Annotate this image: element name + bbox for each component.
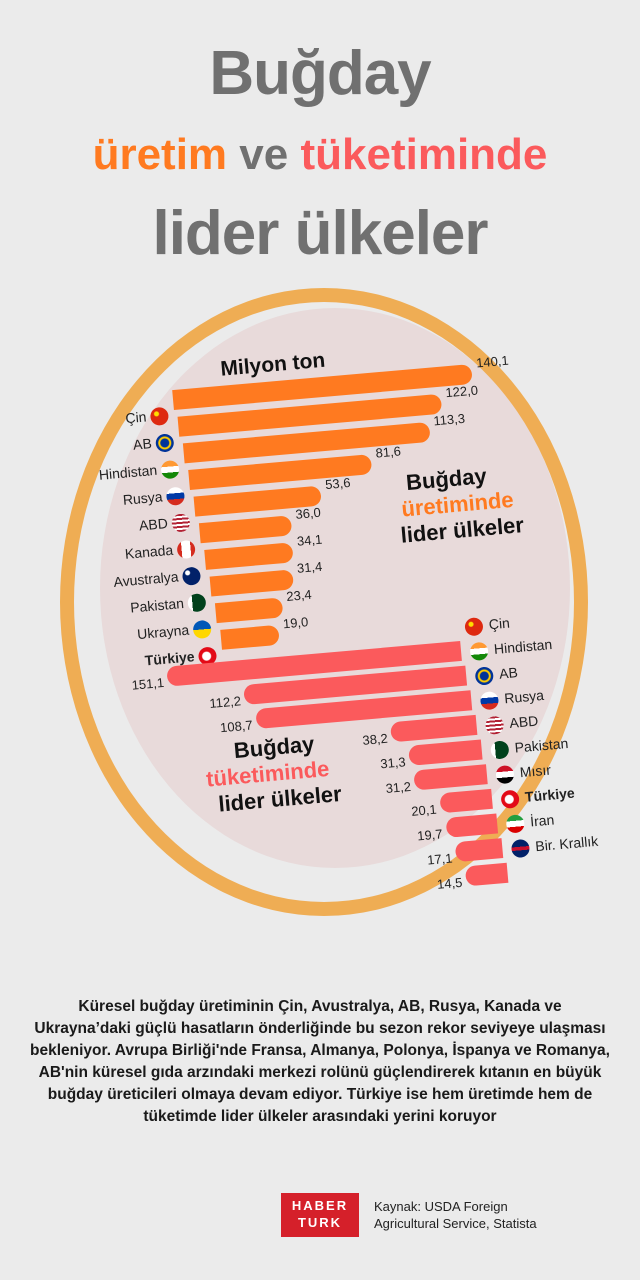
production-country-label: Rusya bbox=[122, 488, 164, 508]
consumption-value: 31,2 bbox=[385, 778, 412, 797]
production-country-label: Kanada bbox=[124, 541, 174, 562]
consumption-country-label: Bir. Krallık bbox=[534, 832, 599, 855]
russia-flag-icon bbox=[479, 690, 500, 711]
turkey-flag-icon bbox=[500, 789, 520, 809]
logo-line-1: HABER bbox=[291, 1198, 349, 1213]
consumption-bar bbox=[439, 788, 493, 814]
production-bar bbox=[220, 624, 280, 650]
uk-flag-icon bbox=[510, 838, 531, 859]
production-value: 34,1 bbox=[296, 531, 323, 549]
source-text: Kaynak: USDA Foreign Agricultural Servic… bbox=[374, 1198, 537, 1232]
russia-flag-icon bbox=[165, 486, 186, 506]
consumption-value: 19,7 bbox=[416, 826, 444, 844]
description-text: Küresel buğday üretiminin Çin, Avustraly… bbox=[30, 998, 610, 1125]
title-line-3: lider ülkeler bbox=[152, 199, 488, 268]
production-country-label: Hindistan bbox=[98, 461, 158, 483]
china-flag-icon bbox=[464, 616, 484, 637]
production-bar bbox=[209, 569, 294, 597]
consumption-bar bbox=[408, 739, 483, 766]
production-value: 36,0 bbox=[294, 504, 322, 522]
production-bar bbox=[214, 597, 284, 624]
consumption-bar bbox=[455, 838, 504, 863]
unit-label: Milyon ton bbox=[219, 348, 327, 381]
consumption-country-label: Pakistan bbox=[513, 734, 569, 756]
title-consumption-word: tüketiminde bbox=[300, 130, 548, 179]
consumption-bar bbox=[413, 764, 488, 791]
eu-flag-icon bbox=[474, 666, 495, 686]
consumption-bar bbox=[445, 813, 499, 838]
production-value: 31,4 bbox=[296, 558, 323, 576]
consumption-value: 38,2 bbox=[361, 730, 389, 748]
production-value: 19,0 bbox=[282, 614, 309, 632]
consumption-value: 108,7 bbox=[219, 717, 254, 736]
india-flag-icon bbox=[469, 641, 489, 662]
production-value: 113,3 bbox=[432, 410, 466, 429]
production-country-label: AB bbox=[132, 435, 153, 453]
consumption-value: 20,1 bbox=[410, 801, 438, 819]
pakistan-flag-icon bbox=[187, 593, 207, 613]
ukraine-flag-icon bbox=[192, 619, 212, 640]
title-production-word: üretim bbox=[92, 130, 228, 179]
consumption-country-label: İran bbox=[529, 811, 555, 830]
consumption-country-label: Hindistan bbox=[493, 636, 553, 658]
source-line-1: Kaynak: USDA Foreign bbox=[374, 1199, 508, 1214]
egypt-flag-icon bbox=[495, 764, 515, 785]
pakistan-flag-icon bbox=[490, 740, 510, 760]
production-country-label: Ukrayna bbox=[136, 621, 190, 643]
india-flag-icon bbox=[160, 459, 180, 480]
consumption-value: 112,2 bbox=[208, 693, 242, 712]
usa-flag-icon bbox=[171, 513, 191, 533]
production-value: 122,0 bbox=[444, 382, 479, 401]
production-value: 23,4 bbox=[285, 586, 313, 604]
production-value: 53,6 bbox=[324, 474, 352, 493]
eu-flag-icon bbox=[155, 433, 175, 453]
consumption-value: 17,1 bbox=[426, 850, 454, 868]
consumption-value: 31,3 bbox=[379, 754, 407, 772]
production-country-label: Çin bbox=[124, 408, 148, 427]
production-bar bbox=[198, 515, 293, 544]
australia-flag-icon bbox=[181, 566, 202, 586]
iran-flag-icon bbox=[505, 814, 526, 834]
consumption-country-label: Rusya bbox=[503, 686, 545, 707]
production-country-label: ABD bbox=[138, 515, 169, 534]
consumption-country-label: Mısır bbox=[519, 761, 552, 781]
consumption-country-label: Çin bbox=[488, 614, 511, 633]
title-line-2: üretim ve tüketiminde bbox=[0, 130, 640, 180]
haberturk-logo: HABER TURK bbox=[281, 1193, 359, 1237]
production-bar bbox=[204, 542, 294, 570]
consumption-value: 151,1 bbox=[131, 674, 165, 693]
source-line-2: Agricultural Service, Statista bbox=[374, 1216, 537, 1231]
production-country-label: Pakistan bbox=[129, 594, 185, 616]
consumption-country-label: ABD bbox=[508, 712, 539, 731]
production-country-label: Avustralya bbox=[112, 568, 180, 590]
consumption-bar bbox=[390, 714, 478, 743]
logo-line-2: TURK bbox=[297, 1215, 343, 1230]
production-value: 140,1 bbox=[475, 352, 510, 371]
production-value: 81,6 bbox=[374, 443, 402, 461]
infographic-area: Milyon ton Buğday üretiminde lider ülkel… bbox=[40, 268, 600, 958]
consumption-value: 14,5 bbox=[436, 874, 464, 892]
usa-flag-icon bbox=[484, 715, 505, 736]
title-line-1: Buğday bbox=[209, 39, 431, 108]
title-and-word: ve bbox=[239, 130, 289, 179]
china-flag-icon bbox=[149, 406, 170, 427]
chart-container: Milyon ton Buğday üretiminde lider ülkel… bbox=[13, 245, 631, 981]
consumption-country-label: Türkiye bbox=[524, 784, 576, 805]
canada-flag-icon bbox=[176, 539, 196, 560]
consumption-bar bbox=[464, 862, 509, 887]
consumption-country-label: AB bbox=[498, 664, 519, 682]
